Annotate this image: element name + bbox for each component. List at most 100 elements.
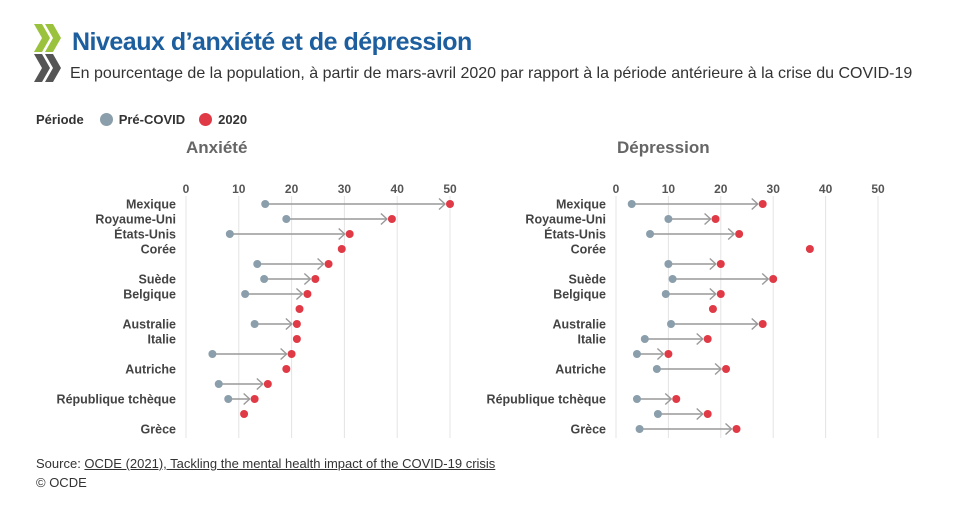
anxiety-point-2020 (240, 410, 249, 418)
anxiety-point-pre-covid (260, 275, 269, 283)
depression-point-pre-covid (667, 320, 676, 328)
depression-point-2020 (769, 275, 778, 283)
anxiety-point-2020 (292, 335, 301, 343)
oecd-logo (34, 24, 61, 82)
depression-point-2020 (805, 245, 814, 253)
depression-x-tick-label: 40 (819, 182, 833, 196)
depression-point-2020 (703, 335, 712, 343)
anxiety-category-label-grece: Grèce (141, 423, 176, 437)
anxiety-category-label-suede: Suède (138, 273, 176, 287)
depression-x-tick-label: 30 (767, 182, 781, 196)
legend: Période Pré-COVID 2020 (36, 112, 261, 127)
depression-category-label-etats-unis: États-Unis (544, 227, 606, 242)
depression-point-2020 (711, 215, 720, 223)
depression-change-arrow (709, 287, 717, 301)
anxiety-change-arrow (243, 392, 251, 406)
depression-change-arrow (656, 347, 665, 361)
anxiety-point-2020 (387, 215, 396, 223)
panel-title-anxiety: Anxiété (186, 138, 248, 157)
depression-change-arrow (727, 227, 736, 241)
depression-point-pre-covid (653, 410, 662, 418)
copyright: © OCDE (36, 475, 87, 490)
chart-title: Niveaux d’anxiété et de dépression (72, 28, 472, 56)
anxiety-category-label-coree: Corée (141, 243, 176, 257)
depression-category-label-belgique: Belgique (553, 288, 606, 302)
legend-label-pre-covid: Pré-COVID (118, 112, 186, 127)
anxiety-point-2020 (324, 260, 333, 268)
anxiety-category-label-republique-tcheque: République tchèque (57, 393, 177, 407)
anxiety-point-2020 (446, 200, 454, 208)
depression-point-pre-covid (635, 425, 644, 433)
depression-change-arrow (725, 422, 733, 436)
anxiety-change-arrow (380, 212, 388, 226)
depression-point-2020 (716, 290, 725, 298)
anxiety-point-2020 (282, 365, 291, 373)
depression-category-label-italie: Italie (578, 333, 607, 347)
anxiety-x-tick-label: 0 (183, 182, 190, 196)
anxiety-x-tick-label: 40 (391, 182, 405, 196)
anxiety-point-2020 (311, 275, 320, 283)
depression-x-tick-label: 20 (714, 182, 728, 196)
legend-marker-pre-covid (99, 113, 113, 126)
anxiety-category-label-autriche: Autriche (125, 363, 176, 377)
depression-point-pre-covid (661, 290, 670, 298)
depression-change-arrow (696, 332, 704, 346)
depression-change-arrow (709, 257, 717, 271)
anxiety-point-2020 (287, 350, 296, 358)
anxiety-point-pre-covid (224, 395, 233, 403)
depression-point-pre-covid (668, 275, 677, 283)
depression-point-2020 (703, 410, 712, 418)
anxiety-category-label-royaume-uni: Royaume-Uni (95, 213, 176, 227)
depression-point-pre-covid (646, 230, 655, 238)
anxiety-point-2020 (295, 305, 304, 313)
chart-subtitle: En pourcentage de la population, à parti… (70, 65, 913, 82)
anxiety-point-2020 (250, 395, 259, 403)
anxiety-point-pre-covid (214, 380, 223, 388)
depression-point-pre-covid (664, 260, 673, 268)
anxiety-x-tick-label: 10 (232, 182, 246, 196)
anxiety-point-pre-covid (241, 290, 250, 298)
depression-change-arrow (696, 407, 704, 421)
legend-item-pre-covid[interactable]: Pré-COVID (99, 112, 186, 127)
depression-category-label-republique-tcheque: République tchèque (487, 393, 607, 407)
anxiety-point-2020 (263, 380, 272, 388)
depression-category-label-royaume-uni: Royaume-Uni (525, 213, 606, 227)
depression-point-2020 (732, 425, 741, 433)
depression-point-pre-covid (632, 395, 641, 403)
depression-x-tick-label: 50 (871, 182, 885, 196)
depression-change-arrow (664, 392, 673, 406)
anxiety-change-arrow (256, 377, 264, 391)
anxiety-point-pre-covid (253, 260, 262, 268)
depression-point-2020 (758, 320, 767, 328)
anxiety-point-2020 (303, 290, 312, 298)
depression-change-arrow (761, 272, 770, 286)
source-link[interactable]: OCDE (2021), Tackling the mental health … (84, 456, 496, 471)
anxiety-change-arrow (317, 257, 325, 271)
source-note: Source: OCDE (2021), Tackling the mental… (36, 454, 495, 492)
depression-point-2020 (735, 230, 744, 238)
legend-item-2020[interactable]: 2020 (199, 112, 247, 127)
anxiety-change-arrow (303, 272, 312, 286)
anxiety-point-pre-covid (225, 230, 234, 238)
depression-point-pre-covid (627, 200, 636, 208)
depression-point-pre-covid (652, 365, 661, 373)
depression-x-tick-label: 0 (613, 182, 620, 196)
legend-label-2020: 2020 (218, 112, 248, 127)
depression-point-2020 (672, 395, 681, 403)
depression-point-2020 (758, 200, 767, 208)
source-prefix: Source: (36, 456, 85, 471)
legend-title: Période (36, 112, 84, 127)
anxiety-category-label-australie: Australie (123, 318, 177, 332)
anxiety-category-label-belgique: Belgique (123, 288, 176, 302)
anxiety-point-pre-covid (208, 350, 217, 358)
depression-category-label-suede: Suède (568, 273, 606, 287)
depression-x-tick-label: 10 (662, 182, 676, 196)
anxiety-category-label-italie: Italie (148, 333, 177, 347)
anxiety-change-arrow (280, 347, 288, 361)
depression-category-label-grece: Grèce (571, 423, 606, 437)
depression-point-2020 (716, 260, 725, 268)
anxiety-x-tick-label: 30 (338, 182, 352, 196)
depression-category-label-mexique: Mexique (556, 198, 606, 212)
anxiety-point-pre-covid (261, 200, 270, 208)
